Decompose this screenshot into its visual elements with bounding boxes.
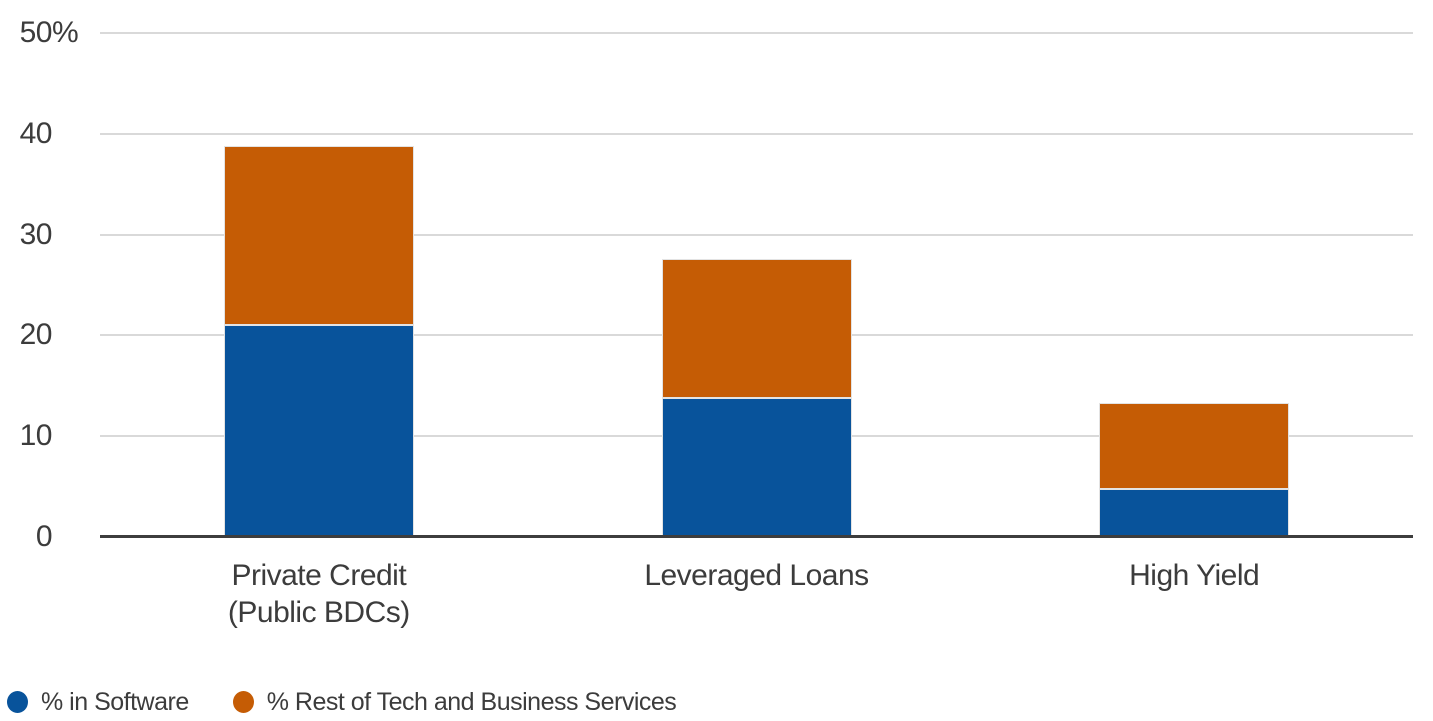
- x-category-label-line: Private Credit: [231, 559, 407, 592]
- x-axis-baseline: [100, 535, 1413, 538]
- y-tick-number: 0: [35, 520, 53, 553]
- legend-label: % in Software: [41, 688, 189, 716]
- x-category-label-leveraged-loans: Leveraged Loans: [577, 557, 937, 594]
- legend-dot-icon: [232, 691, 254, 713]
- legend-dot-icon: [7, 691, 28, 713]
- y-tick-number: 20: [19, 318, 53, 352]
- bar-segment-leveraged-loans-rest-of-tech-and-business-services: [661, 258, 852, 398]
- bar-segment-private-credit-rest-of-tech-and-business-services: [223, 145, 414, 326]
- y-tick-label: 50%: [0, 16, 79, 49]
- gridline: [100, 32, 1413, 34]
- plot-area: [100, 0, 1413, 560]
- legend-label: % Rest of Tech and Business Services: [266, 688, 677, 716]
- y-tick-number: 50: [19, 16, 53, 49]
- x-category-label-high-yield: High Yield: [1014, 557, 1374, 594]
- y-tick-number: 30: [19, 217, 53, 251]
- y-tick-label: 10: [0, 419, 53, 453]
- gridline: [100, 132, 1413, 135]
- x-category-label-line: Leveraged Loans: [644, 559, 869, 592]
- y-tick-number: 10: [19, 419, 53, 453]
- bar-segment-private-credit-in-software: [223, 325, 414, 537]
- y-tick-label: 20: [0, 318, 53, 352]
- legend: % in Software % Rest of Tech and Business…: [7, 686, 677, 718]
- x-category-label-line: High Yield: [1129, 559, 1260, 592]
- y-tick-number: 40: [19, 116, 53, 150]
- bar-segment-high-yield-in-software: [1099, 488, 1290, 537]
- percent-sign: %: [52, 16, 79, 49]
- legend-item-in-software: % in Software: [7, 686, 189, 718]
- y-tick-label: 40: [0, 116, 53, 150]
- x-category-label-line: (Public BDCs): [227, 596, 410, 629]
- x-category-label-private-credit: Private Credit (Public BDCs): [139, 557, 499, 631]
- y-tick-label: 0: [0, 520, 53, 553]
- bar-segment-high-yield-rest-of-tech-and-business-services: [1099, 402, 1290, 489]
- gridline: [100, 233, 1413, 236]
- bar-segment-leveraged-loans-in-software: [661, 397, 852, 537]
- x-axis: Private Credit (Public BDCs) Leveraged Loa…: [0, 0, 1433, 629]
- y-axis: 50% 40 30 20 10 0: [0, 0, 100, 560]
- legend-item-rest-of-tech-and-business-services: % Rest of Tech and Business Services: [232, 686, 677, 718]
- y-tick-label: 30: [0, 217, 53, 251]
